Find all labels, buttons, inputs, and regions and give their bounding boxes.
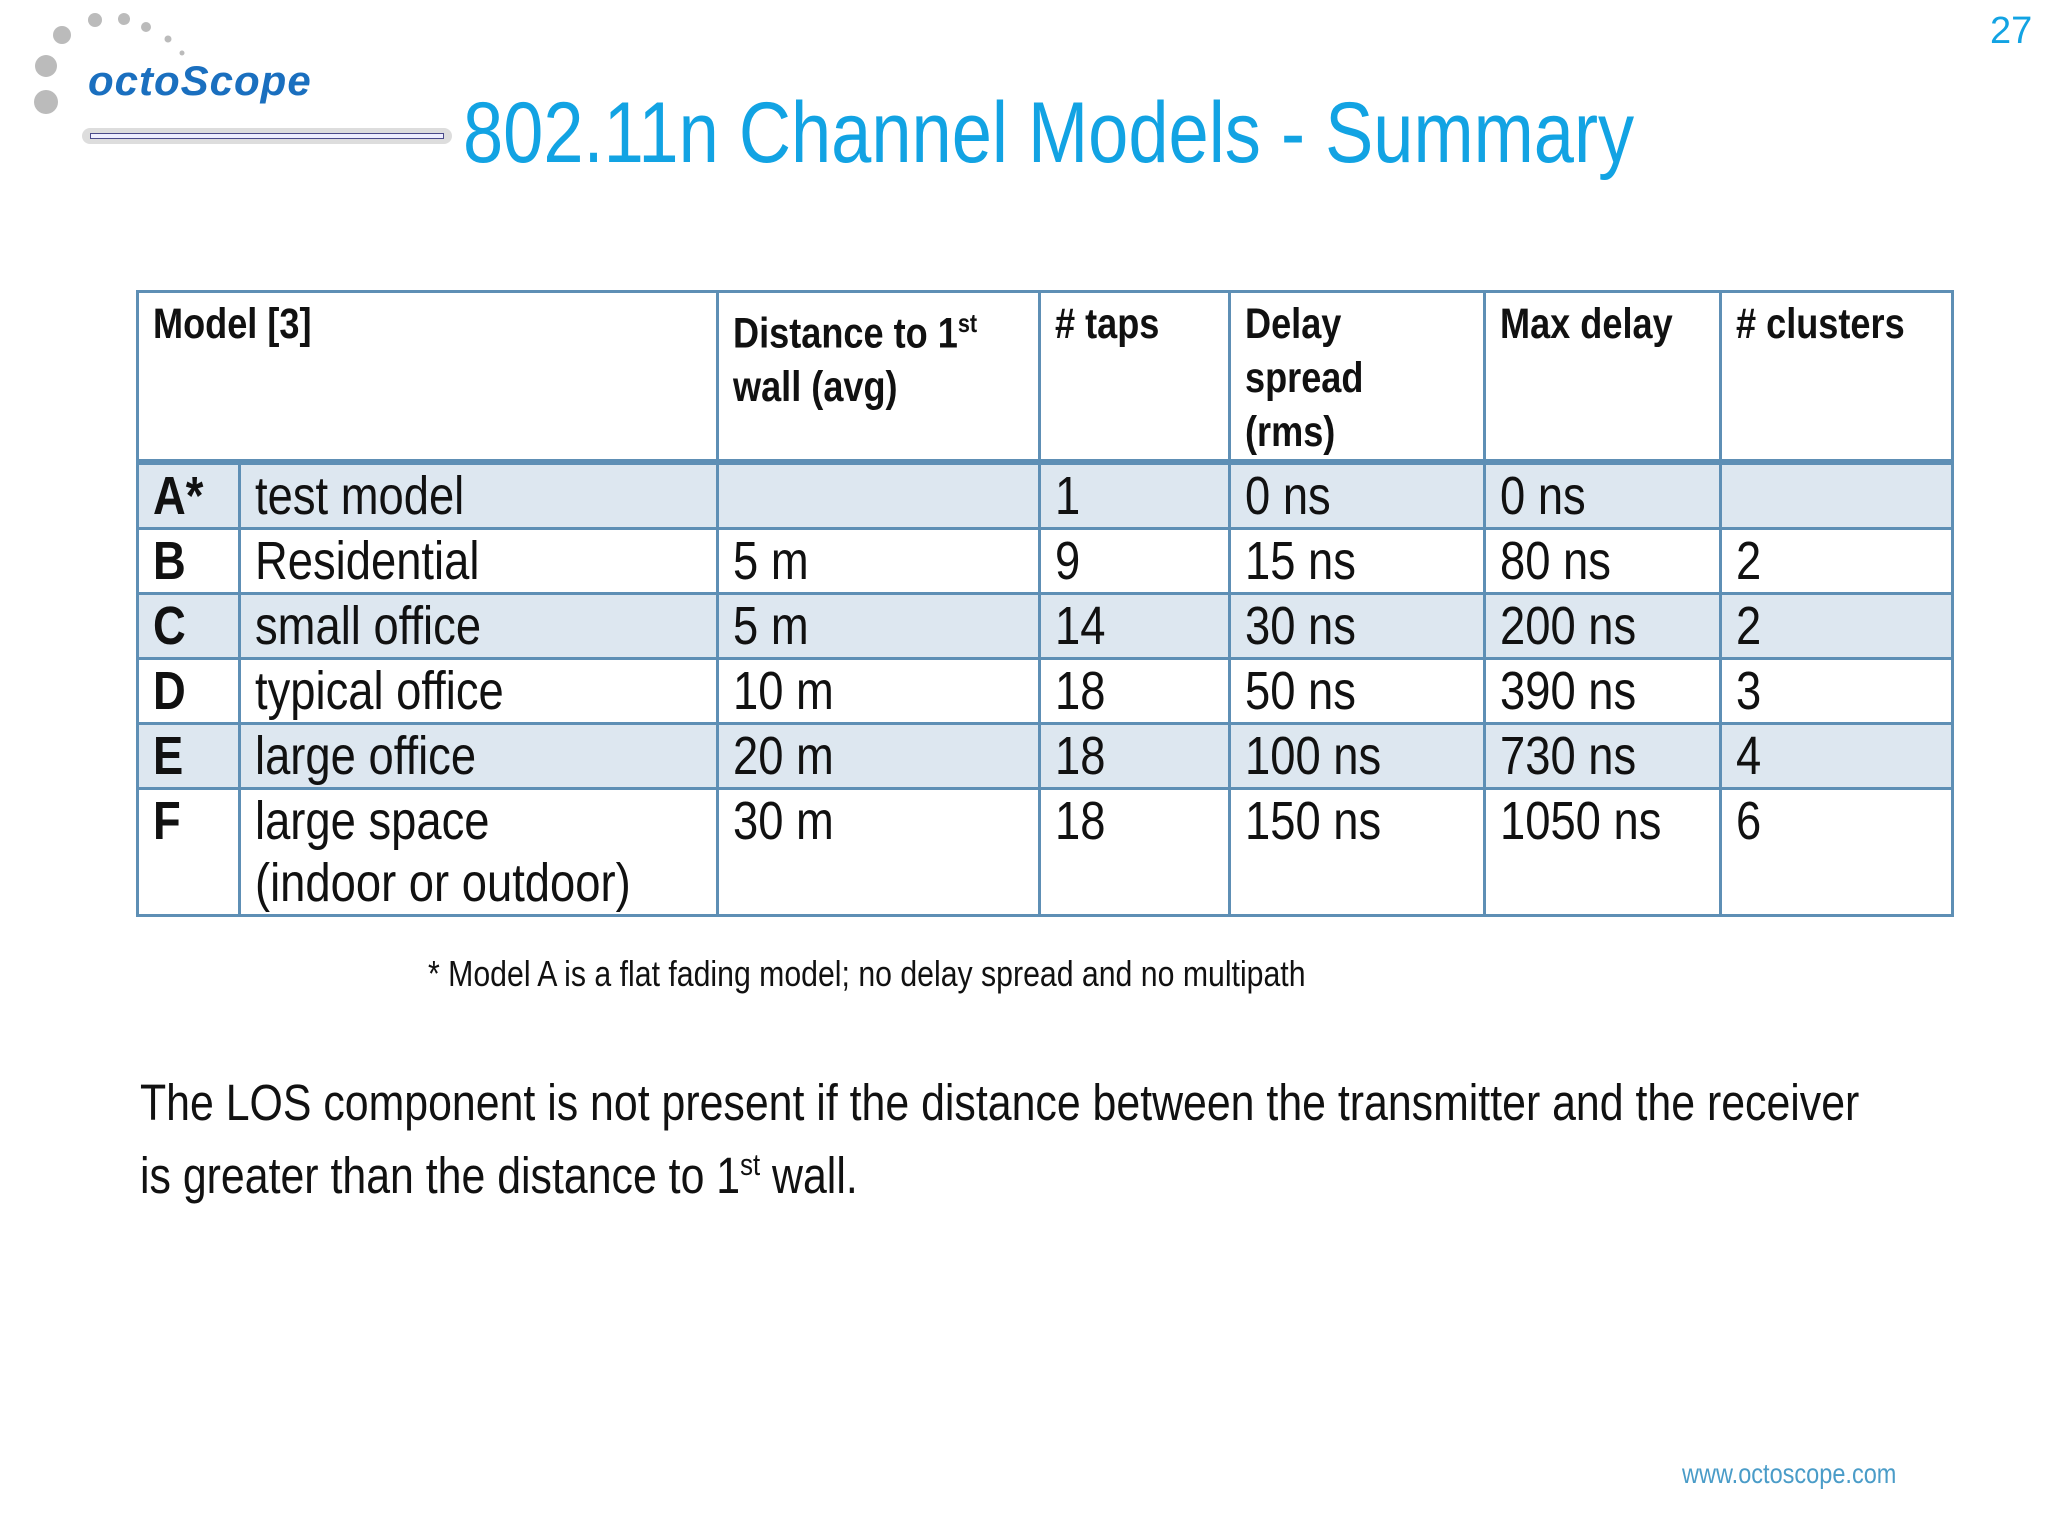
- delay-spread-cell: 0 ns: [1227, 460, 1486, 530]
- model-letter: A*: [136, 460, 241, 530]
- taps-cell: 14: [1037, 592, 1231, 660]
- distance-cell: 5 m: [716, 592, 1041, 660]
- header-max-delay: Max delay: [1482, 290, 1723, 464]
- max-delay-cell: 200 ns: [1482, 592, 1723, 660]
- clusters-cell: 3: [1719, 657, 1955, 725]
- logo-dots-icon: [34, 13, 185, 114]
- model-name: typical office: [237, 657, 720, 725]
- model-name: Residential: [237, 527, 720, 595]
- header-clusters: # clusters: [1719, 290, 1955, 464]
- distance-cell: [716, 460, 1041, 530]
- body-paragraph: The LOS component is not present if the …: [140, 1074, 1860, 1204]
- model-letter: F: [136, 787, 241, 917]
- max-delay-cell: 730 ns: [1482, 722, 1723, 790]
- logo-text: octoScope: [88, 57, 312, 104]
- table-row: A* test model 1 0 ns 0 ns: [136, 460, 1955, 530]
- distance-cell: 20 m: [716, 722, 1041, 790]
- taps-cell: 18: [1037, 722, 1231, 790]
- distance-cell: 10 m: [716, 657, 1041, 725]
- table-header-row: Model [3] Distance to 1st wall (avg) # ta…: [135, 290, 1955, 464]
- clusters-cell: 6: [1719, 787, 1955, 917]
- distance-cell: 30 m: [716, 787, 1041, 917]
- page-number: 27: [1990, 10, 2033, 52]
- max-delay-cell: 390 ns: [1482, 657, 1723, 725]
- delay-spread-cell: 100 ns: [1227, 722, 1486, 790]
- header-model: Model [3]: [135, 290, 720, 464]
- table-row: B Residential 5 m 9 15 ns 80 ns 2: [136, 527, 1955, 595]
- taps-cell: 18: [1037, 657, 1231, 725]
- taps-cell: 9: [1037, 527, 1231, 595]
- header-taps: # taps: [1037, 290, 1231, 464]
- model-letter: D: [136, 657, 241, 725]
- model-name: large space (indoor or outdoor): [237, 787, 720, 917]
- clusters-cell: 2: [1719, 592, 1955, 660]
- page-title: 802.11n Channel Models - Summary: [463, 85, 1635, 181]
- header-delay-spread: Delay spread (rms): [1227, 290, 1486, 464]
- max-delay-cell: 0 ns: [1482, 460, 1723, 530]
- model-name: large office: [237, 722, 720, 790]
- max-delay-cell: 80 ns: [1482, 527, 1723, 595]
- model-letter: C: [136, 592, 241, 660]
- max-delay-cell: 1050 ns: [1482, 787, 1723, 917]
- logo-bar: [82, 128, 452, 144]
- model-name: small office: [237, 592, 720, 660]
- delay-spread-cell: 15 ns: [1227, 527, 1486, 595]
- header-distance: Distance to 1st wall (avg): [716, 290, 1041, 464]
- taps-cell: 1: [1037, 460, 1231, 530]
- model-letter: E: [136, 722, 241, 790]
- delay-spread-cell: 30 ns: [1227, 592, 1486, 660]
- clusters-cell: [1719, 460, 1955, 530]
- model-name: test model: [237, 460, 720, 530]
- clusters-cell: 2: [1719, 527, 1955, 595]
- channel-models-table: Model [3] Distance to 1st wall (avg) # ta…: [135, 290, 1955, 917]
- delay-spread-cell: 50 ns: [1227, 657, 1486, 725]
- taps-cell: 18: [1037, 787, 1231, 917]
- website-link[interactable]: www.octoscope.com: [1682, 1458, 1897, 1489]
- distance-cell: 5 m: [716, 527, 1041, 595]
- model-letter: B: [136, 527, 241, 595]
- delay-spread-cell: 150 ns: [1227, 787, 1486, 917]
- octoscope-logo: octoScope: [20, 5, 452, 145]
- clusters-cell: 4: [1719, 722, 1955, 790]
- footnote: * Model A is a flat fading model; no del…: [428, 953, 1306, 994]
